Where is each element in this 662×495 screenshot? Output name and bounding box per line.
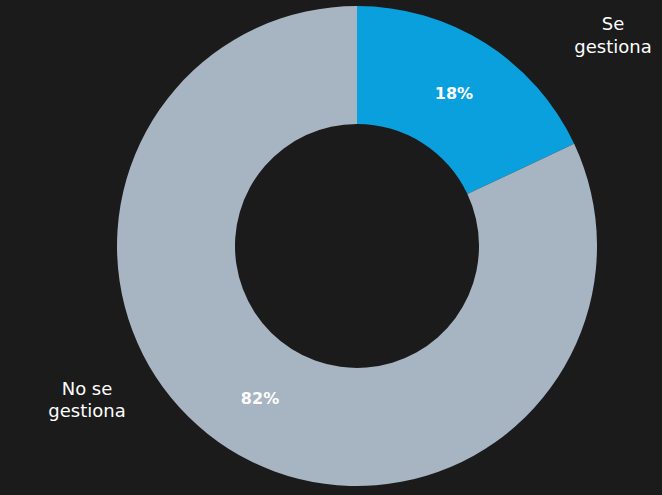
slice [117,6,597,486]
data-label: 18% [435,84,473,103]
category-label: Segestiona [574,13,651,57]
chart: 18% 82% Segestiona No segestiona [0,0,662,495]
background [0,0,662,495]
pie: 18% 82% [117,6,597,486]
data-label: 82% [241,389,279,408]
category-label: No segestiona [48,378,125,422]
